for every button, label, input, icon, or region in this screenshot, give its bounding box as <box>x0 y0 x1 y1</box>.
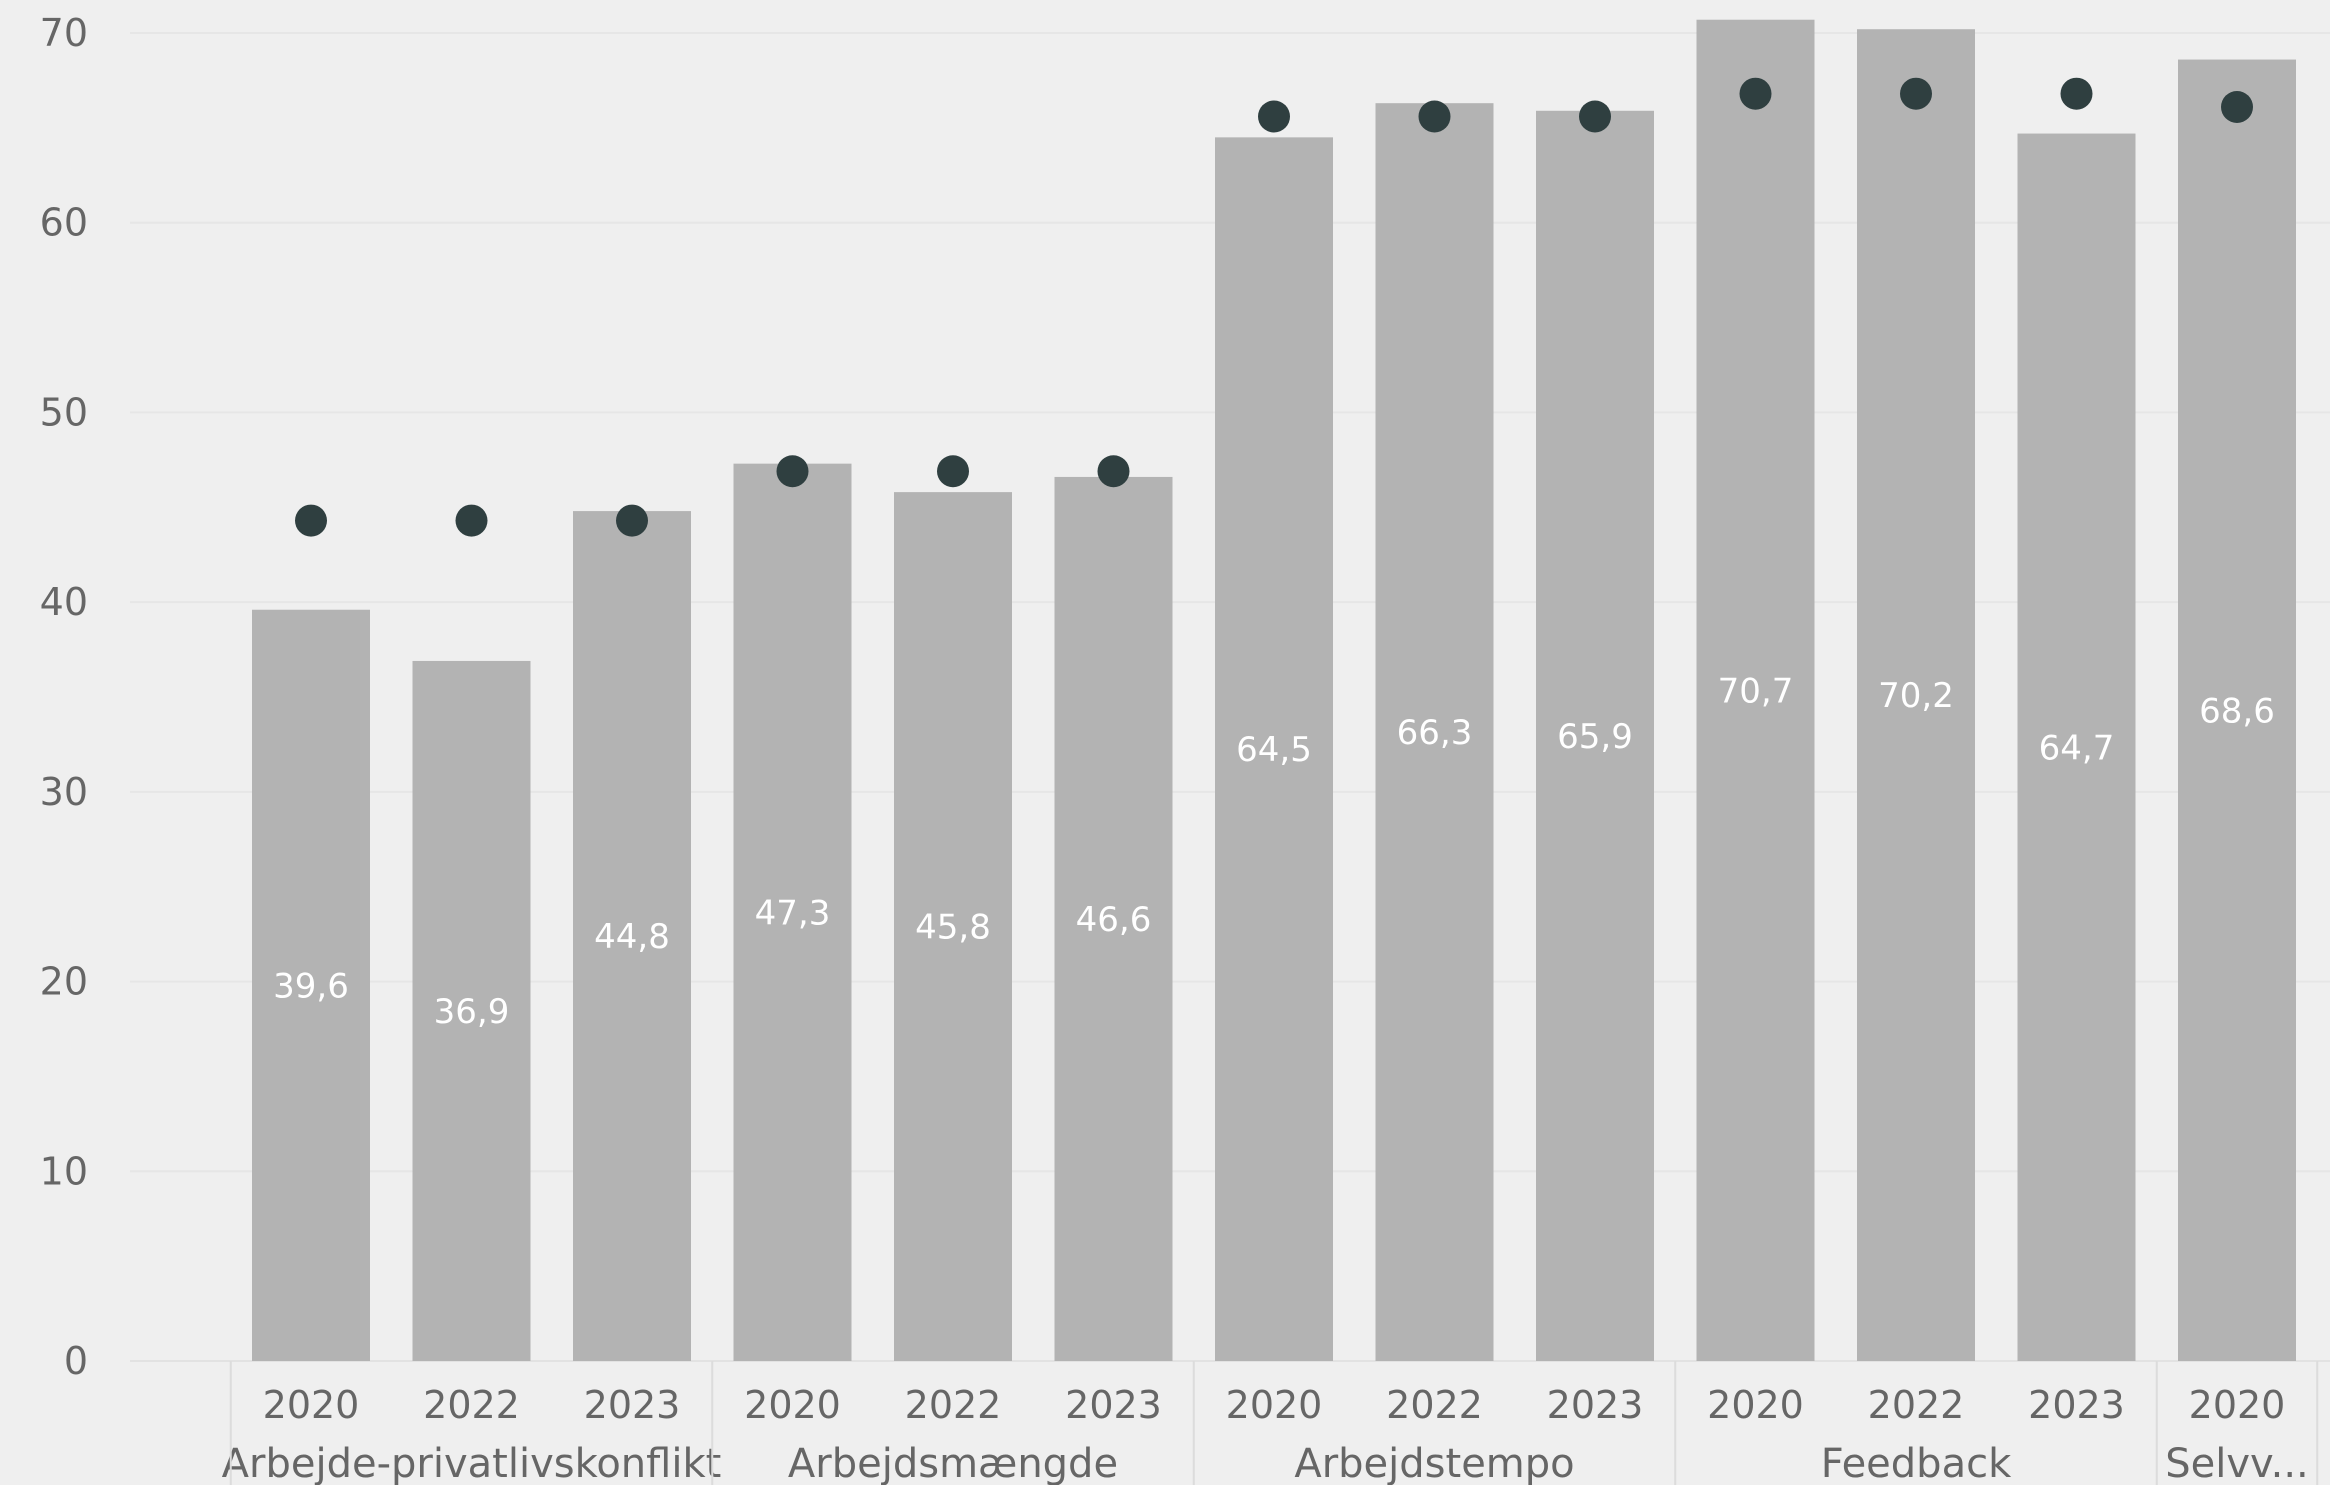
bar <box>252 609 370 1361</box>
bar <box>2017 133 2136 1361</box>
dot <box>2221 90 2253 123</box>
dot <box>937 455 969 488</box>
y-tick-label: 40 <box>40 580 88 624</box>
x-tick-label: 2023 <box>1065 1383 1162 1427</box>
data-label: 70,7 <box>1718 671 1794 711</box>
data-label: 65,9 <box>1557 717 1633 757</box>
bar <box>573 511 691 1362</box>
dot <box>776 455 809 488</box>
data-label: 47,3 <box>755 893 831 933</box>
bar <box>412 660 531 1361</box>
y-tick-label: 20 <box>40 960 88 1004</box>
bar <box>1696 19 1815 1362</box>
group-label: Feedback <box>1821 1441 2012 1485</box>
data-label: 70,2 <box>1878 676 1954 716</box>
bars <box>252 19 2296 1362</box>
data-label: 64,5 <box>1236 730 1312 770</box>
x-tick-label: 2020 <box>263 1383 360 1427</box>
y-tick-label: 50 <box>40 390 88 434</box>
x-tick-label: 2020 <box>2189 1383 2286 1427</box>
x-tick-label: 2023 <box>2028 1383 2125 1427</box>
data-label: 36,9 <box>434 992 510 1032</box>
dot <box>1900 77 1932 110</box>
x-axis: 2020 2022 2023 2020 2022 2023 2020 2022 2023 2020… <box>222 1361 2319 1485</box>
x-tick-label: 2022 <box>1868 1383 1965 1427</box>
x-tick-label: 2020 <box>1707 1383 1804 1427</box>
y-axis: 0 10 20 30 40 50 60 70 <box>40 11 88 1383</box>
x-tick-label: 2022 <box>1386 1383 1483 1427</box>
data-label: 66,3 <box>1397 713 1473 753</box>
dot <box>2060 77 2093 110</box>
data-label: 64,7 <box>2039 728 2115 768</box>
data-label: 44,8 <box>594 917 670 957</box>
dot <box>1097 455 1130 488</box>
dot <box>616 504 648 537</box>
y-tick-label: 10 <box>40 1149 88 1193</box>
dot <box>1418 100 1451 133</box>
data-label: 45,8 <box>915 908 991 948</box>
x-tick-label: 2023 <box>1547 1383 1644 1427</box>
dot <box>1739 77 1772 110</box>
bar <box>894 492 1012 1361</box>
y-tick-label: 0 <box>64 1339 88 1383</box>
dot <box>455 504 488 537</box>
bar <box>1215 137 1333 1361</box>
bar <box>733 463 852 1361</box>
data-labels: 39,6 36,9 44,8 47,3 45,8 46,6 64,5 66,3 65,9 70,7… <box>273 671 2275 1032</box>
bar <box>2178 59 2296 1361</box>
data-label: 46,6 <box>1076 900 1152 940</box>
bar <box>1536 110 1654 1362</box>
group-label: Arbejdsmængde <box>788 1441 1118 1485</box>
bar <box>1857 29 1975 1362</box>
group-label: Selvv... <box>2165 1441 2309 1485</box>
data-label: 68,6 <box>2199 691 2275 731</box>
group-label: Arbejdstempo <box>1294 1441 1574 1485</box>
y-tick-label: 60 <box>40 201 88 245</box>
data-label: 39,6 <box>273 966 349 1006</box>
bar <box>1054 476 1173 1362</box>
y-tick-label: 30 <box>40 770 88 814</box>
group-label: Arbejde-privatlivskonflikt <box>222 1441 722 1485</box>
x-tick-label: 2020 <box>1226 1383 1323 1427</box>
x-tick-label: 2023 <box>584 1383 681 1427</box>
dot <box>1258 100 1290 133</box>
dots <box>295 77 2253 537</box>
dot <box>295 504 327 537</box>
x-tick-label: 2022 <box>423 1383 520 1427</box>
dot <box>1579 100 1611 133</box>
y-tick-label: 70 <box>40 11 88 55</box>
x-tick-label: 2020 <box>744 1383 841 1427</box>
bar <box>1375 103 1494 1361</box>
x-tick-label: 2022 <box>905 1383 1002 1427</box>
